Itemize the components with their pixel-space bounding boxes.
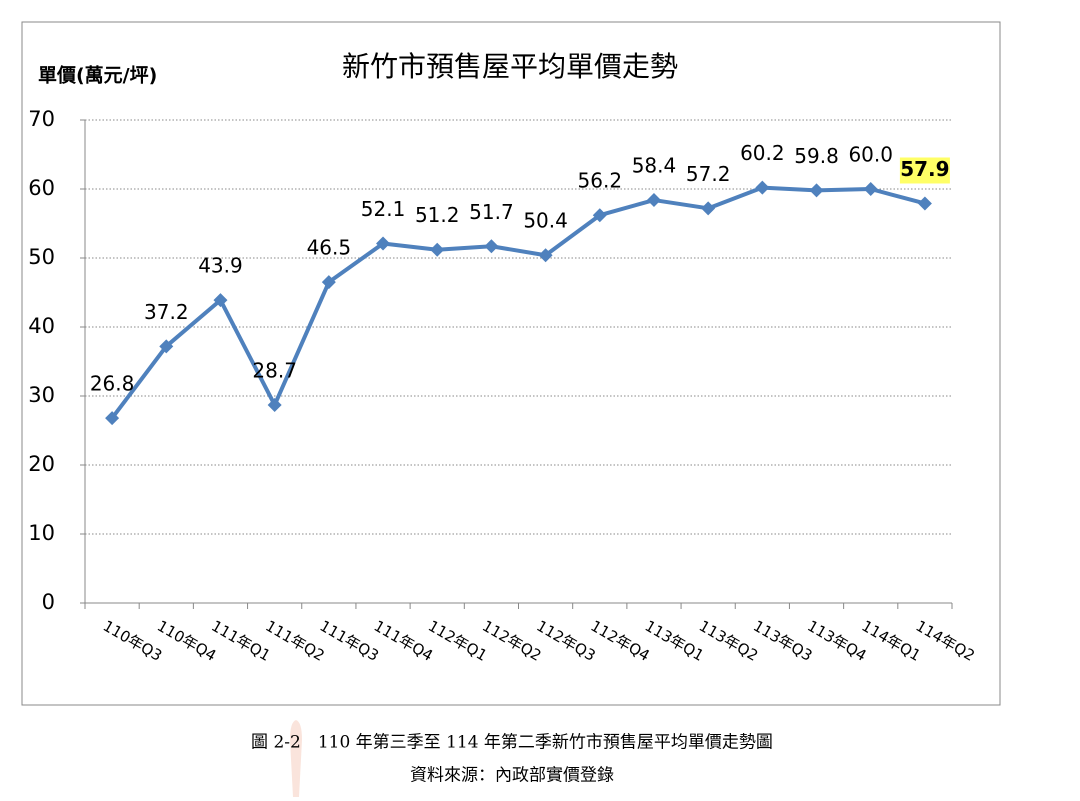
y-tick-label: 50: [28, 245, 55, 269]
data-point: [538, 248, 553, 263]
data-point: [646, 193, 661, 208]
data-label: 50.4: [523, 209, 568, 233]
data-label: 58.4: [632, 154, 677, 178]
data-point: [755, 180, 770, 195]
figure-source: 資料來源：內政部實價登錄: [410, 766, 614, 786]
data-point: [430, 242, 445, 257]
watermark: [290, 720, 302, 797]
data-label: 57.2: [686, 162, 731, 186]
data-label: 59.8: [794, 144, 839, 168]
data-label: 60.0: [848, 143, 893, 167]
data-point: [213, 293, 228, 308]
data-point: [159, 339, 174, 354]
figure-caption: 圖 2-2 110 年第三季至 114 年第二季新竹市預售屋平均單價走勢圖: [251, 733, 773, 753]
data-label: 51.7: [469, 200, 514, 224]
data-label: 60.2: [740, 141, 785, 165]
y-tick-label: 20: [28, 452, 55, 476]
data-label: 37.2: [144, 300, 189, 324]
data-point: [321, 275, 336, 290]
y-axis-label: 單價(萬元/坪): [38, 64, 157, 87]
y-tick-label: 0: [42, 590, 55, 614]
chart-frame: [21, 21, 1001, 706]
data-label: 43.9: [198, 254, 243, 278]
chart-title: 新竹市預售屋平均單價走勢: [342, 50, 678, 83]
y-tick-label: 10: [28, 521, 55, 545]
data-label: 28.7: [252, 358, 297, 382]
data-point: [701, 201, 716, 216]
data-label: 46.5: [307, 236, 352, 260]
y-tick-label: 70: [28, 107, 55, 131]
data-point: [267, 397, 282, 412]
y-tick-label: 30: [28, 383, 55, 407]
y-tick-label: 60: [28, 176, 55, 200]
data-point: [863, 182, 878, 196]
data-label: 57.9: [900, 157, 949, 181]
data-point: [376, 236, 391, 251]
y-tick-label: 40: [28, 314, 55, 338]
series-line: [110, 185, 926, 420]
data-point: [917, 196, 932, 211]
data-label: 56.2: [578, 169, 623, 193]
label-highlight: [899, 157, 950, 184]
data-point: [809, 183, 824, 198]
data-label: 51.2: [415, 203, 460, 227]
data-point: [592, 208, 607, 223]
data-point: [105, 411, 120, 426]
data-label: 26.8: [90, 372, 135, 396]
data-label: 52.1: [361, 197, 406, 221]
data-point: [484, 239, 499, 254]
